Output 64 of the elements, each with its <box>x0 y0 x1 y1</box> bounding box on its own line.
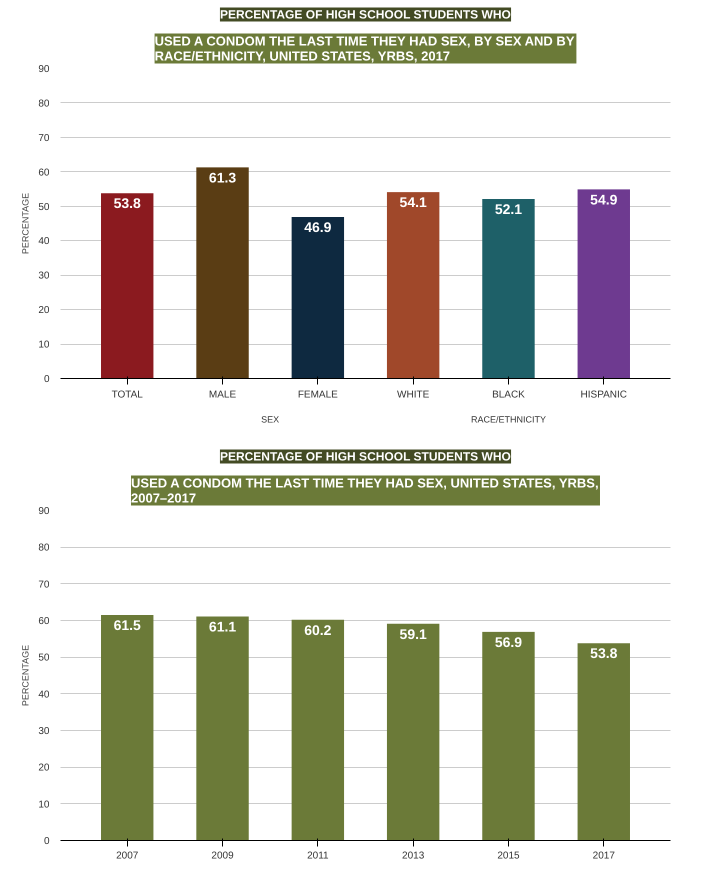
data-label: 54.9 <box>590 191 618 208</box>
chart-subtitle: USED A CONDOM THE LAST TIME THEY HAD SEX, UNITED STATES, YRBS, 2007–2017 <box>131 476 599 506</box>
y-axis-title: PERCENTAGE <box>20 644 30 706</box>
y-tick-label: 40 <box>38 689 50 700</box>
bar <box>292 620 344 840</box>
y-tick-label: 20 <box>38 305 50 316</box>
data-label: 53.8 <box>590 645 618 662</box>
y-tick-label: 70 <box>38 132 50 144</box>
data-label: 56.9 <box>494 634 522 650</box>
y-tick-label: 50 <box>38 652 50 664</box>
bar <box>196 167 249 378</box>
y-tick-label: 30 <box>38 270 50 282</box>
y-tick-label: 90 <box>38 64 50 75</box>
bar <box>386 192 440 378</box>
x-tick-label: 2015 <box>497 850 520 862</box>
chart-title: PERCENTAGE OF HIGH SCHOOL STUDENTS WHO <box>220 450 511 464</box>
x-tick-label: MALE <box>208 390 236 400</box>
x-tick-label: HISPANIC <box>580 390 628 400</box>
y-tick-label: 30 <box>38 726 50 737</box>
y-tick-label: 90 <box>38 506 50 517</box>
x-tick-label: BLACK <box>492 390 526 400</box>
x-tick-label: FEMALE <box>298 390 338 400</box>
y-tick-label: 70 <box>38 579 50 590</box>
y-tick-label: 80 <box>38 542 50 554</box>
text: SEX <box>261 414 280 424</box>
bar <box>101 193 154 378</box>
bar <box>292 216 344 378</box>
bar <box>482 632 535 840</box>
data-label: 59.1 <box>400 626 427 642</box>
x-tick-label: 2007 <box>116 850 139 862</box>
y-tick-label: 0 <box>44 836 50 847</box>
bar <box>578 189 630 378</box>
x-tick-label: 2017 <box>592 850 616 862</box>
bar <box>386 624 440 840</box>
bar <box>482 199 535 378</box>
x-tick-label: 2013 <box>402 850 425 862</box>
y-tick-label: 60 <box>38 167 50 178</box>
data-label: 61.3 <box>208 169 236 186</box>
data-label: 52.1 <box>494 201 522 218</box>
y-tick-label: 10 <box>38 799 50 810</box>
y-tick-label: 50 <box>38 202 50 213</box>
text: RACE/ETHNICITY <box>470 414 546 424</box>
data-label: 61.5 <box>114 617 142 633</box>
x-tick-label: 2009 <box>211 850 234 862</box>
x-tick-label: WHITE <box>397 390 430 400</box>
y-tick-label: 80 <box>38 98 50 110</box>
y-tick-label: 20 <box>38 762 50 774</box>
data-label: 53.8 <box>114 195 142 212</box>
data-label: 61.1 <box>208 618 236 634</box>
data-label: 54.1 <box>400 194 427 210</box>
x-tick-label: 2011 <box>307 850 330 862</box>
y-tick-label: 10 <box>38 340 50 351</box>
bar <box>101 615 154 840</box>
y-axis-title: PERCENTAGE <box>20 192 30 254</box>
y-tick-label: 0 <box>44 374 50 385</box>
data-label: 60.2 <box>304 622 332 638</box>
chart-subtitle: USED A CONDOM THE LAST TIME THEY HAD SEX, BY SEX AND BY RACE/ETHNICITY, UNITED STATES, YRBS, 2017 <box>154 34 575 64</box>
y-tick-label: 60 <box>38 616 50 627</box>
x-tick-label: TOTAL <box>112 390 144 400</box>
chart-title: PERCENTAGE OF HIGH SCHOOL STUDENTS WHO <box>220 8 511 22</box>
data-label: 46.9 <box>304 218 332 235</box>
bar <box>196 616 249 840</box>
bar <box>578 643 630 840</box>
y-tick-label: 40 <box>38 236 50 248</box>
